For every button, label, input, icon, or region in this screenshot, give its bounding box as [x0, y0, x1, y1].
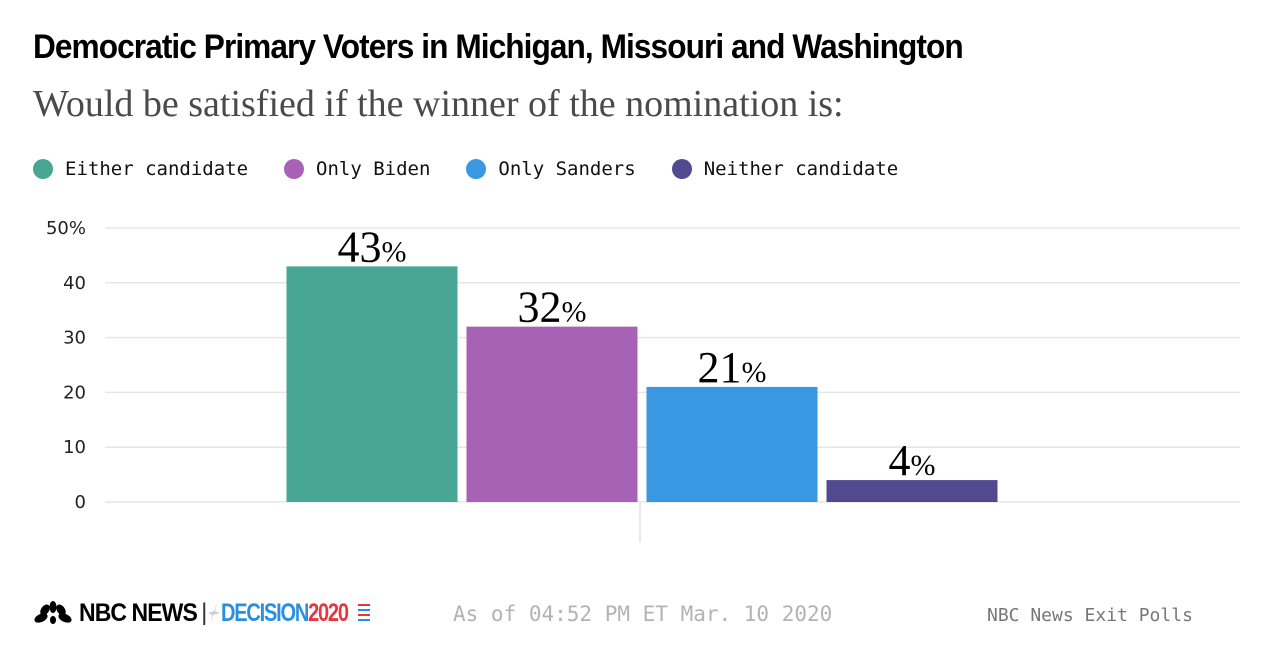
timestamp: As of 04:52 PM ET Mar. 10 2020	[453, 602, 833, 626]
star-icon	[208, 603, 221, 623]
legend-item-sanders: Only Sanders	[466, 158, 636, 180]
bar-either-candidate	[286, 266, 458, 502]
legend-label-either: Either candidate	[65, 158, 249, 180]
decision-year: 2020	[308, 598, 349, 627]
chart-title: Democratic Primary Voters in Michigan, M…	[33, 28, 964, 66]
y-tick-label: 0	[75, 492, 86, 513]
data-label: 43%	[338, 222, 407, 271]
legend-label-neither: Neither candidate	[703, 158, 899, 180]
nbc-peacock-icon	[34, 601, 72, 624]
bar-only-sanders	[646, 386, 818, 502]
legend-label-biden: Only Biden	[316, 158, 431, 180]
y-tick-label: 10	[63, 437, 86, 458]
legend: Either candidate Only Biden Only Sanders…	[33, 156, 934, 182]
legend-swatch-either	[33, 159, 53, 179]
bar-neither-candidate	[826, 480, 998, 502]
decision-word: DECISION	[221, 598, 309, 627]
source-credit: NBC News Exit Polls	[987, 605, 1193, 626]
chart-subtitle: Would be satisfied if the winner of the …	[33, 83, 844, 125]
y-tick-label: 30	[63, 328, 86, 349]
legend-item-either: Either candidate	[33, 158, 248, 180]
bar-only-biden	[466, 326, 638, 502]
legend-item-neither: Neither candidate	[671, 158, 899, 180]
data-labels: 43% 32% 21% 4%	[338, 222, 936, 485]
data-label: 32%	[518, 283, 587, 332]
legend-label-sanders: Only Sanders	[498, 158, 636, 180]
decision-2020-wordmark: DECISION2020	[221, 598, 349, 628]
logo-separator: |	[201, 599, 208, 626]
bars	[286, 266, 998, 502]
y-axis-ticks: 0 10 20 30 40 50%	[46, 218, 86, 513]
data-label: 4%	[889, 436, 936, 485]
nbc-news-wordmark: NBC NEWS	[79, 598, 198, 627]
legend-swatch-sanders	[466, 159, 487, 179]
y-tick-label: 40	[63, 273, 86, 294]
legend-swatch-biden	[284, 159, 305, 179]
y-tick-label: 50%	[46, 218, 86, 239]
flag-stripes-icon	[357, 604, 370, 621]
legend-swatch-neither	[671, 159, 692, 179]
data-label: 21%	[698, 343, 767, 392]
footer: NBC NEWS | DECISION2020 As of 04:52 PM E…	[0, 596, 1280, 636]
nbc-news-decision-2020-logo: NBC NEWS | DECISION2020	[33, 598, 370, 628]
legend-item-biden: Only Biden	[284, 158, 430, 180]
y-tick-label: 20	[63, 382, 86, 403]
